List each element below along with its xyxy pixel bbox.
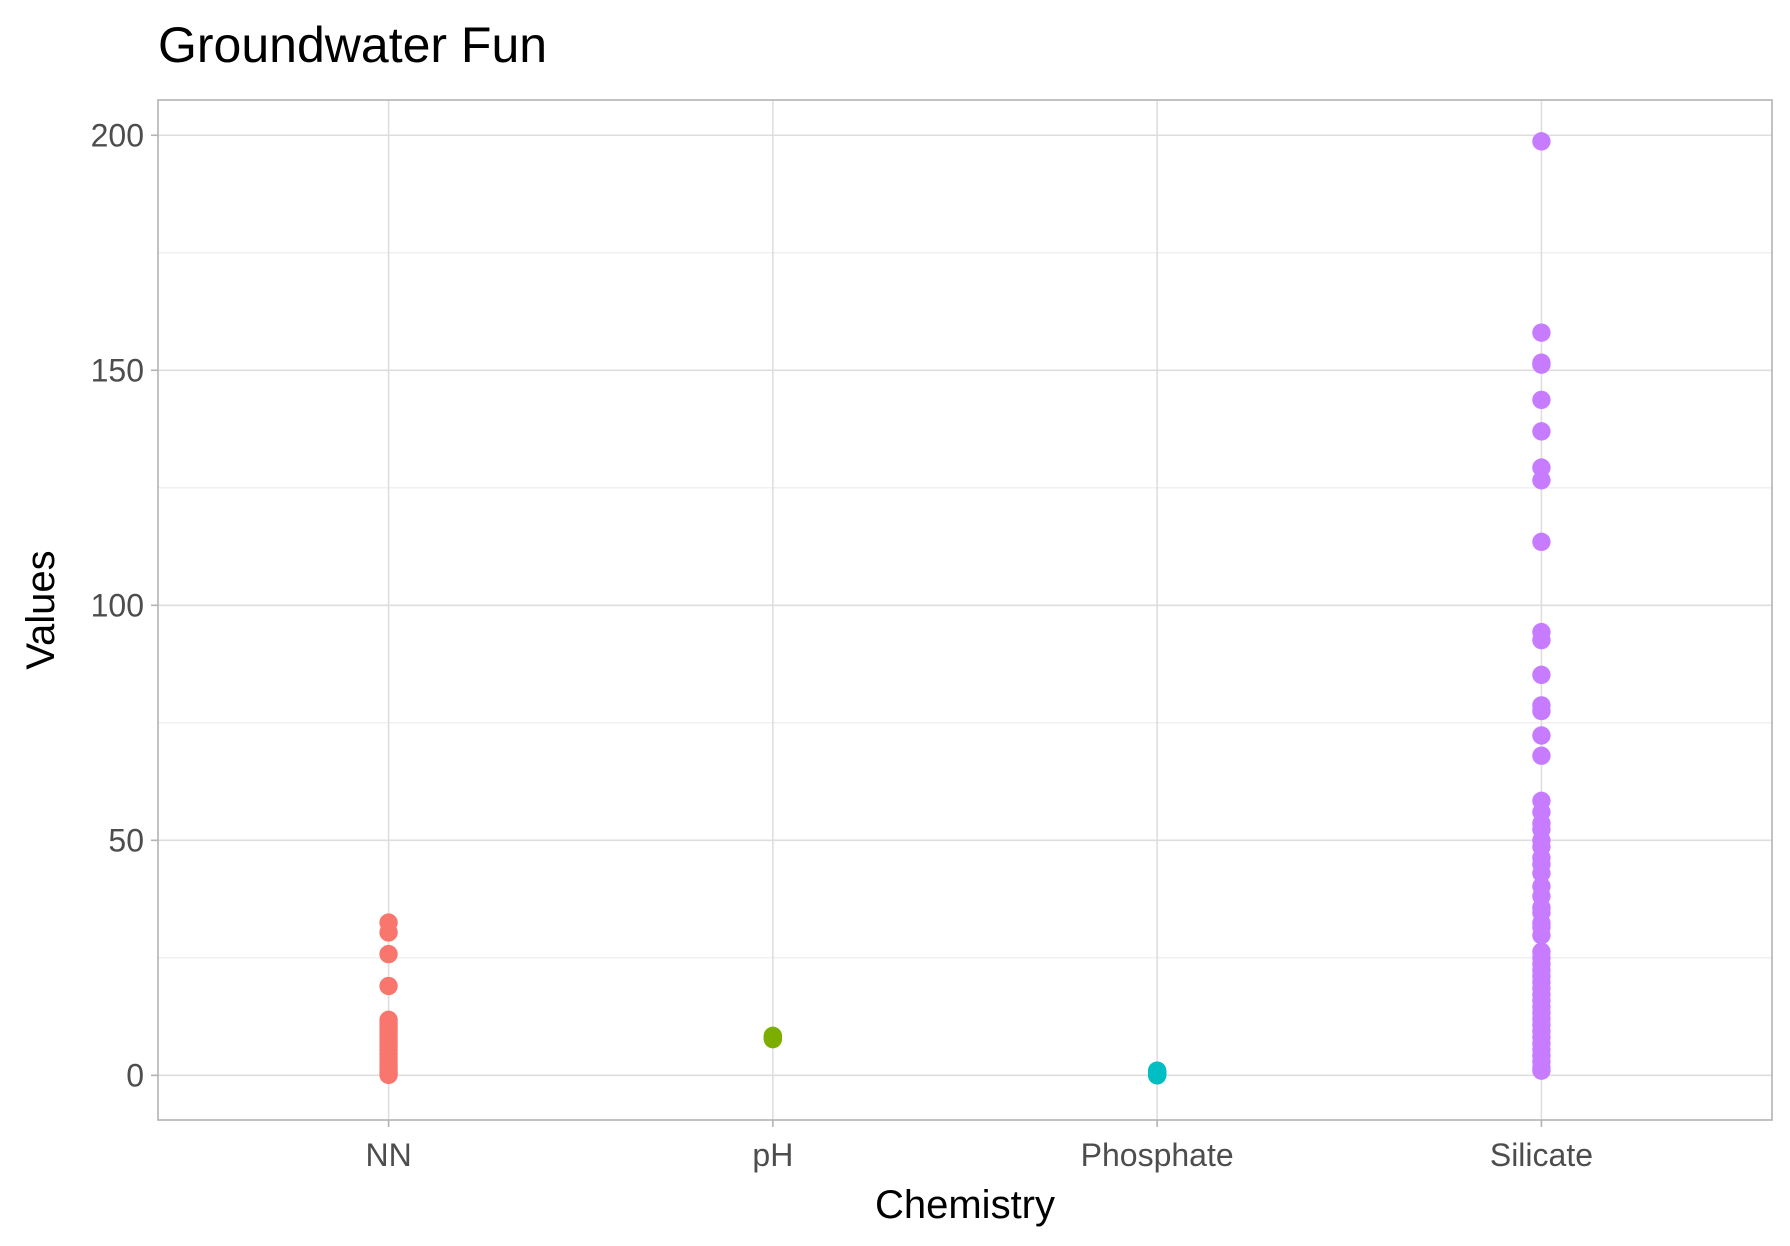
points-layer: [379, 132, 1550, 1084]
data-point-nn: [379, 1066, 397, 1084]
data-point-silicate: [1532, 391, 1550, 409]
data-point-silicate: [1532, 471, 1550, 489]
y-tick-label: 0: [126, 1057, 144, 1093]
data-point-silicate: [1532, 726, 1550, 744]
data-point-phosphate: [1148, 1061, 1166, 1079]
x-tick-label: pH: [752, 1137, 793, 1173]
x-tick-label: Silicate: [1490, 1137, 1593, 1173]
x-tick-label: Phosphate: [1081, 1137, 1234, 1173]
x-tick-label: NN: [365, 1137, 411, 1173]
data-point-silicate: [1532, 926, 1550, 944]
data-point-silicate: [1532, 323, 1550, 341]
data-point-nn: [379, 945, 397, 963]
data-point-silicate: [1532, 747, 1550, 765]
x-axis-title: Chemistry: [875, 1183, 1055, 1227]
data-point-nn: [379, 923, 397, 941]
y-tick-label: 50: [108, 822, 144, 858]
y-tick-label: 200: [91, 117, 144, 153]
y-tick-label: 100: [91, 587, 144, 623]
data-point-silicate: [1532, 666, 1550, 684]
data-point-silicate: [1532, 422, 1550, 440]
chart-title: Groundwater Fun: [158, 17, 547, 73]
data-point-nn: [379, 977, 397, 995]
data-point-silicate: [1532, 533, 1550, 551]
grid-layer: [158, 100, 1772, 1120]
ticks-layer: 0 50 100 150 200 NN pH Phosphate Silicate: [91, 117, 1593, 1173]
data-point-silicate: [1532, 631, 1550, 649]
data-point-ph: [764, 1027, 782, 1045]
data-point-silicate: [1532, 355, 1550, 373]
data-point-silicate: [1532, 1061, 1550, 1079]
data-point-silicate: [1532, 702, 1550, 720]
y-tick-label: 150: [91, 352, 144, 388]
data-point-silicate: [1532, 132, 1550, 150]
y-axis-title: Values: [19, 550, 63, 669]
